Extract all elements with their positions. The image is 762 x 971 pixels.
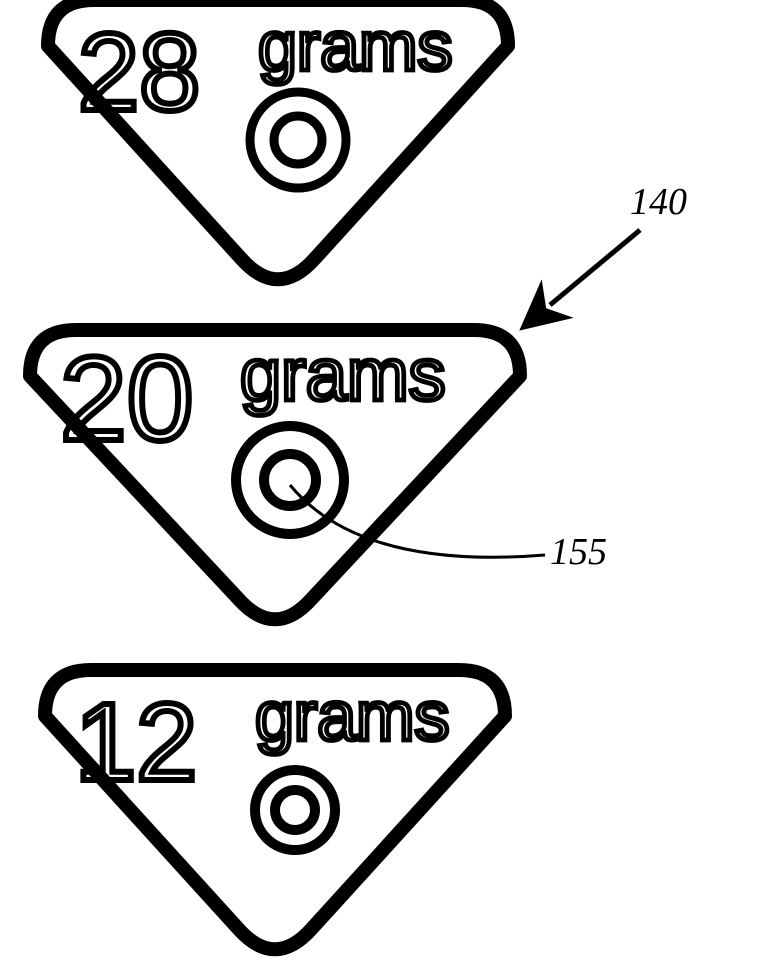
weight-value: 20 xyxy=(60,332,193,466)
weight-unit: grams xyxy=(240,333,446,416)
weight-unit: grams xyxy=(255,677,449,755)
weight-12: 12 grams xyxy=(45,670,505,949)
weight-unit: grams xyxy=(258,7,452,85)
weight-value: 28 xyxy=(78,11,200,134)
diagram-stage: 28 grams 20 grams 12 grams xyxy=(0,0,762,971)
ref-arrow-140 xyxy=(550,230,640,305)
ref-155-label: 155 xyxy=(550,530,607,574)
weight-20: 20 grams xyxy=(30,330,520,619)
ref-140-label: 140 xyxy=(630,180,687,224)
weight-28: 28 grams xyxy=(48,0,508,279)
weight-value: 12 xyxy=(75,681,197,804)
